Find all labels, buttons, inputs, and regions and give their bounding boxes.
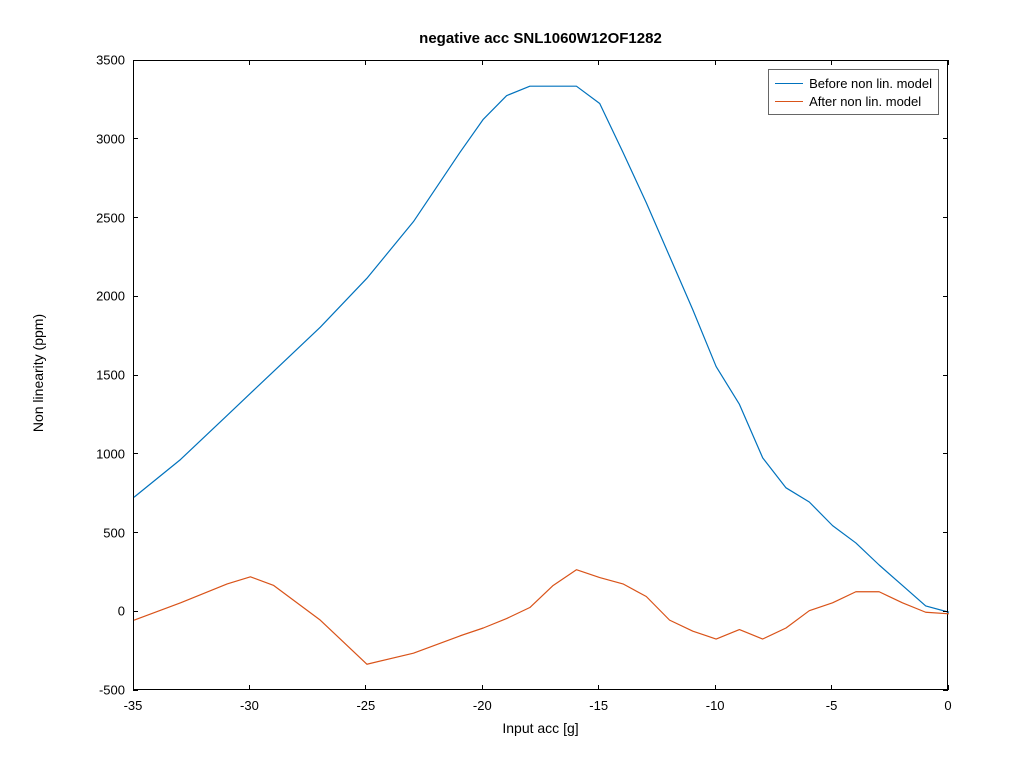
x-tick [249,685,250,690]
legend-label: After non lin. model [809,94,921,109]
y-tick-right [943,375,948,376]
x-tick-label: -30 [240,698,259,713]
y-tick-label: 1500 [96,368,125,383]
x-tick [598,685,599,690]
y-tick [133,138,138,139]
x-tick-label: -10 [706,698,725,713]
y-tick-label: 3000 [96,131,125,146]
y-tick [133,532,138,533]
x-tick-label: -15 [589,698,608,713]
figure: negative acc SNL1060W12OF1282 Before non… [0,0,1024,768]
legend-item: After non lin. model [775,92,932,110]
y-tick-right [943,296,948,297]
y-tick-label: -500 [99,683,125,698]
y-tick-right [943,217,948,218]
y-tick [133,453,138,454]
y-tick [133,611,138,612]
y-tick-right [943,532,948,533]
x-tick-top [365,60,366,65]
y-tick-label: 3500 [96,53,125,68]
legend: Before non lin. model After non lin. mode… [768,69,939,115]
x-tick [831,685,832,690]
y-tick-label: 0 [118,604,125,619]
y-tick [133,375,138,376]
x-tick-top [133,60,134,65]
legend-swatch [775,83,803,84]
y-axis-label: Non linearity (ppm) [30,293,46,453]
x-tick-top [249,60,250,65]
y-tick-right [943,60,948,61]
x-tick [715,685,716,690]
y-tick-right [943,611,948,612]
x-tick-label: -35 [124,698,143,713]
y-tick [133,296,138,297]
x-tick-top [715,60,716,65]
x-tick-top [598,60,599,65]
y-tick [133,690,138,691]
y-tick-right [943,690,948,691]
x-tick-label: 0 [944,698,951,713]
series-svg [134,61,949,691]
series-line-0 [134,86,949,612]
x-tick-label: -25 [356,698,375,713]
y-tick [133,217,138,218]
x-tick-label: -5 [826,698,838,713]
x-tick-label: -20 [473,698,492,713]
y-tick-label: 2500 [96,210,125,225]
y-tick-label: 2000 [96,289,125,304]
y-tick [133,60,138,61]
plot-area: Before non lin. model After non lin. mode… [133,60,948,690]
x-tick [365,685,366,690]
legend-label: Before non lin. model [809,76,932,91]
x-tick [482,685,483,690]
series-line-1 [134,570,949,665]
y-tick-right [943,138,948,139]
legend-item: Before non lin. model [775,74,932,92]
x-axis-label: Input acc [g] [133,720,948,736]
legend-swatch [775,101,803,102]
y-tick-label: 1000 [96,446,125,461]
y-tick-label: 500 [103,525,125,540]
x-tick-top [482,60,483,65]
x-tick-top [831,60,832,65]
x-tick-top [948,60,949,65]
chart-title: negative acc SNL1060W12OF1282 [133,30,948,47]
y-tick-right [943,453,948,454]
